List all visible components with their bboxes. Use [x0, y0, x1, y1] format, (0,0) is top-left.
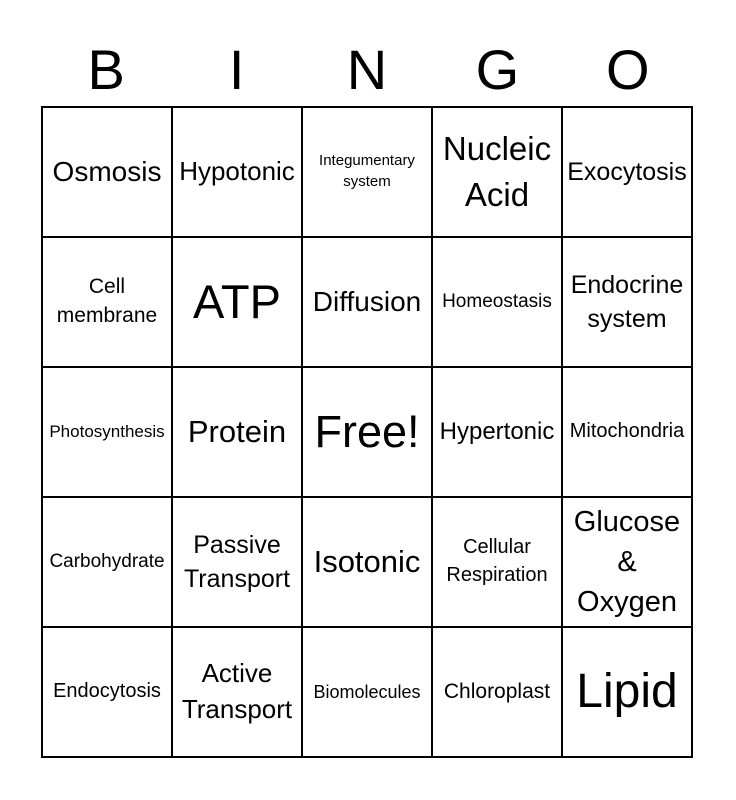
bingo-cell-r4c2[interactable]: Passive Transport	[172, 497, 302, 627]
bingo-cell-r5c3[interactable]: Biomolecules	[302, 627, 432, 757]
bingo-cell-r5c5[interactable]: Lipid	[562, 627, 692, 757]
bingo-cell-r5c2[interactable]: Active Transport	[172, 627, 302, 757]
header-letter-o: O	[606, 38, 650, 101]
bingo-cell-r4c3[interactable]: Isotonic	[302, 497, 432, 627]
bingo-cell-r1c2[interactable]: Hypotonic	[172, 107, 302, 237]
header-letter-b: B	[87, 38, 125, 101]
bingo-grid: Osmosis Hypotonic Integumentary system Nucl…	[41, 106, 693, 758]
bingo-header: B I N G O	[41, 38, 693, 102]
bingo-cell-r5c1[interactable]: Endocytosis	[42, 627, 172, 757]
bingo-cell-r4c5[interactable]: Glucose & Oxygen	[562, 497, 692, 627]
bingo-cell-r1c1[interactable]: Osmosis	[42, 107, 172, 237]
bingo-cell-r1c3[interactable]: Integumentary system	[302, 107, 432, 237]
bingo-cell-r2c4[interactable]: Homeostasis	[432, 237, 562, 367]
bingo-cell-r2c2[interactable]: ATP	[172, 237, 302, 367]
bingo-cell-r2c3[interactable]: Diffusion	[302, 237, 432, 367]
bingo-cell-r3c4[interactable]: Hypertonic	[432, 367, 562, 497]
bingo-cell-r1c4[interactable]: Nucleic Acid	[432, 107, 562, 237]
header-letter-n: N	[346, 38, 388, 101]
bingo-cell-r3c1[interactable]: Photosynthesis	[42, 367, 172, 497]
bingo-cell-r3c2[interactable]: Protein	[172, 367, 302, 497]
header-letter-i: I	[228, 38, 245, 101]
bingo-cell-r4c1[interactable]: Carbohydrate	[42, 497, 172, 627]
header-letter-g: G	[475, 38, 520, 101]
bingo-cell-r5c4[interactable]: Chloroplast	[432, 627, 562, 757]
bingo-cell-r2c5[interactable]: Endocrine system	[562, 237, 692, 367]
bingo-cell-r3c3[interactable]: Free!	[302, 367, 432, 497]
bingo-cell-r3c5[interactable]: Mitochondria	[562, 367, 692, 497]
bingo-cell-r1c5[interactable]: Exocytosis	[562, 107, 692, 237]
bingo-cell-r4c4[interactable]: Cellular Respiration	[432, 497, 562, 627]
bingo-cell-r2c1[interactable]: Cell membrane	[42, 237, 172, 367]
